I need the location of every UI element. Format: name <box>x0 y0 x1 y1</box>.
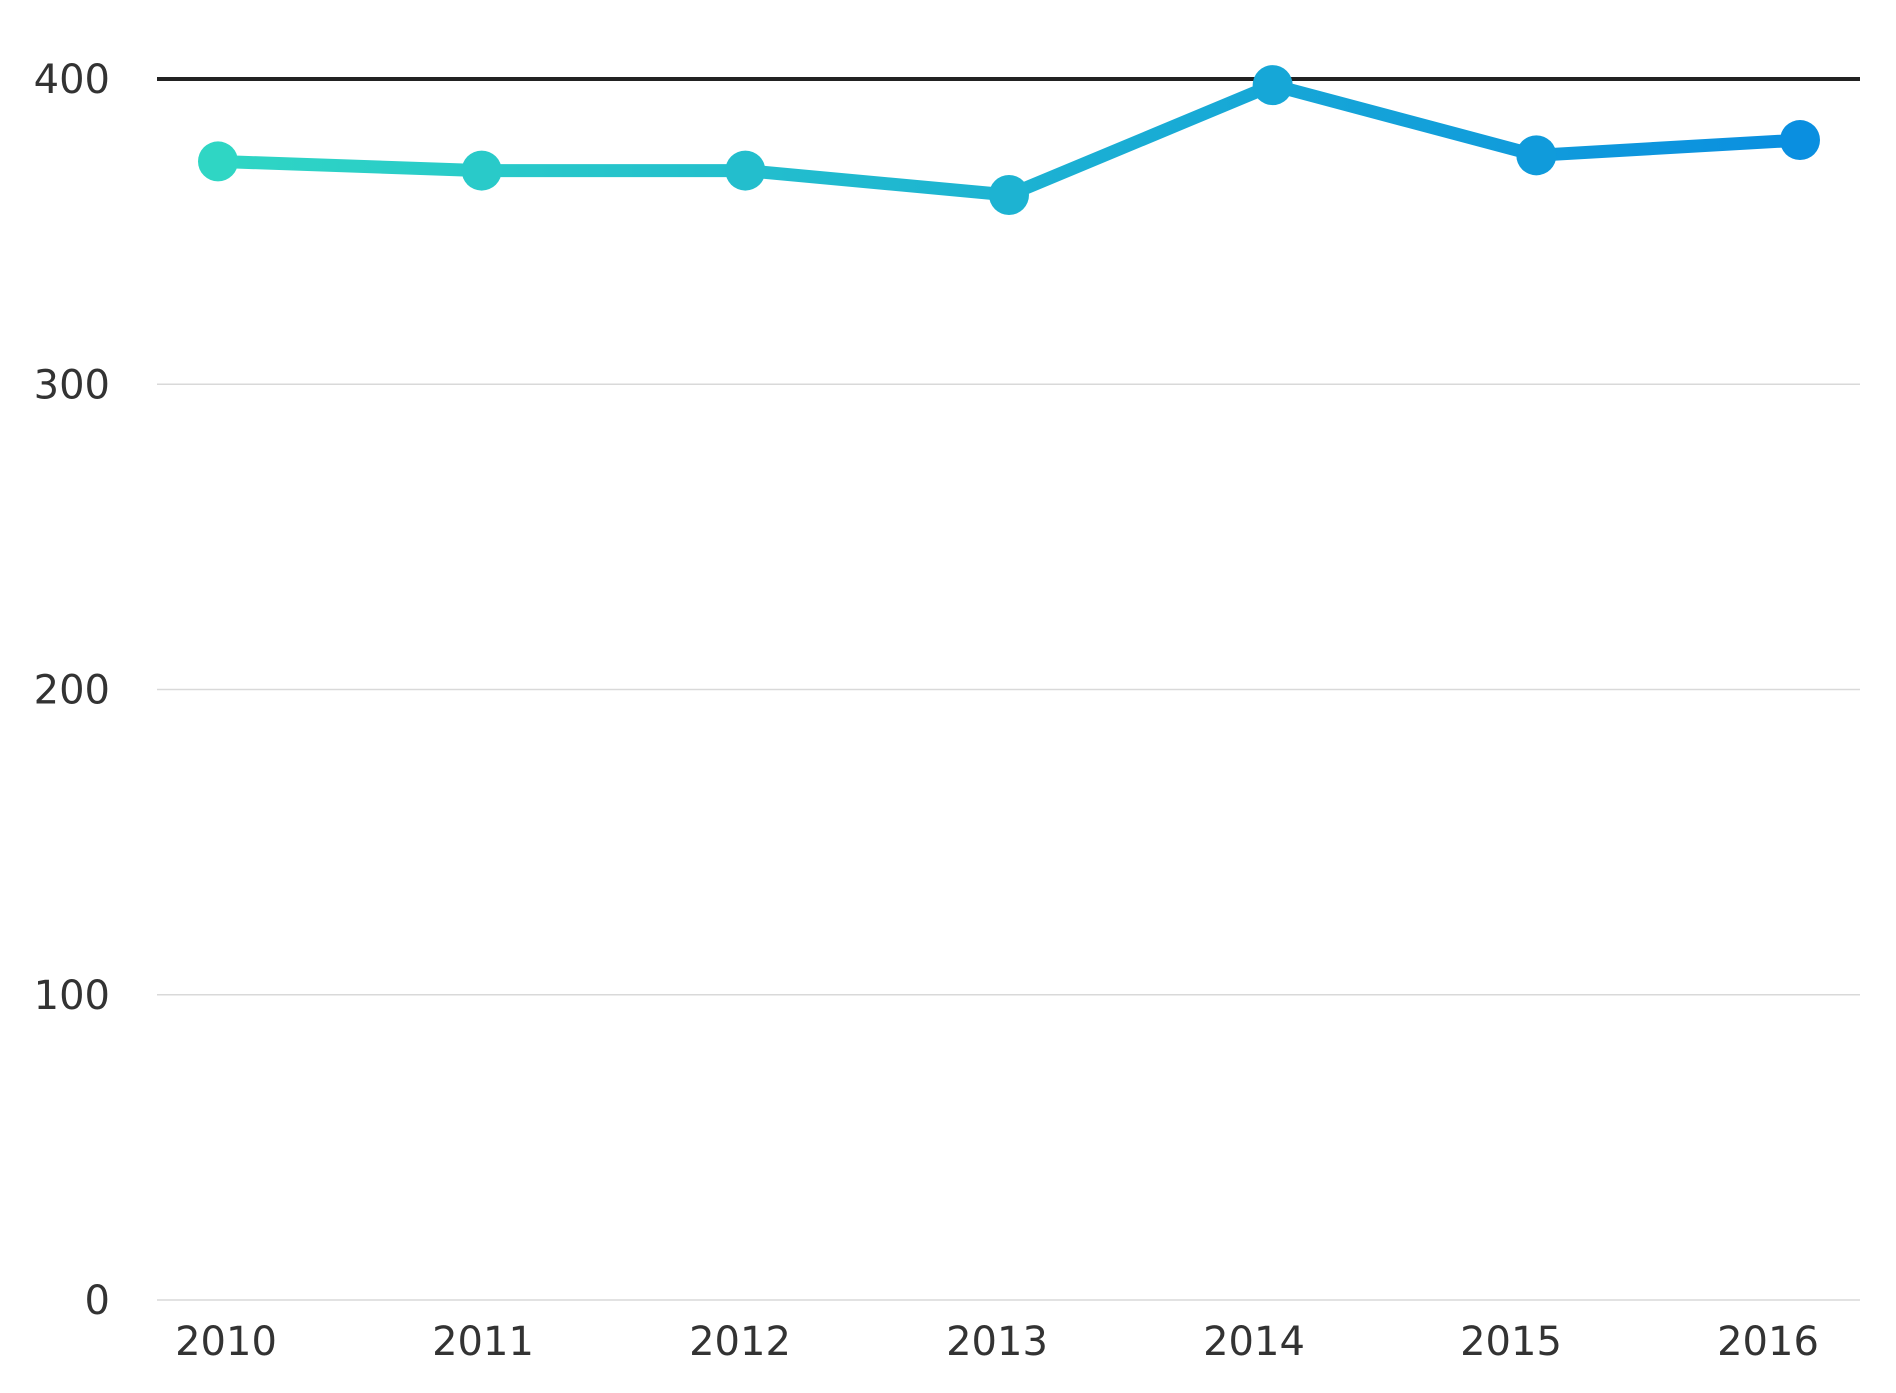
data-point-2011[interactable] <box>461 150 502 191</box>
data-point-2013[interactable] <box>989 174 1029 215</box>
y-tick-label: 100 <box>34 973 110 1019</box>
data-point-2012[interactable] <box>725 150 766 191</box>
data-point-2010[interactable] <box>198 141 238 182</box>
x-tick-label: 2014 <box>1203 1319 1305 1365</box>
data-point-2014[interactable] <box>1252 65 1293 106</box>
x-tick-label: 2012 <box>689 1319 791 1365</box>
y-axis: 0 100 200 300 400 <box>34 57 110 1324</box>
data-point-2016[interactable] <box>1780 120 1820 161</box>
x-tick-label: 2015 <box>1460 1319 1562 1365</box>
x-tick-label: 2016 <box>1717 1319 1819 1365</box>
data-point-2015[interactable] <box>1516 135 1557 176</box>
x-tick-label: 2011 <box>432 1319 534 1365</box>
x-axis: 2010 2011 2012 2013 2014 2015 2016 <box>175 1319 1819 1365</box>
x-tick-label: 2013 <box>946 1319 1048 1365</box>
y-tick-label: 200 <box>34 668 110 714</box>
series <box>198 65 1820 215</box>
y-tick-label: 400 <box>34 57 110 103</box>
x-tick-label: 2010 <box>175 1319 277 1365</box>
y-tick-label: 300 <box>34 362 110 408</box>
gridlines <box>157 77 1860 1301</box>
y-tick-label: 0 <box>85 1278 110 1324</box>
